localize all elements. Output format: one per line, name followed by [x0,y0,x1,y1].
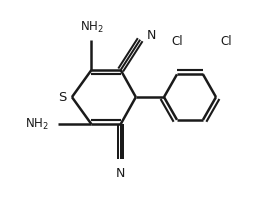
Text: NH$_2$: NH$_2$ [79,20,103,35]
Text: N: N [116,167,125,181]
Text: N: N [147,29,156,42]
Text: Cl: Cl [171,35,183,48]
Text: Cl: Cl [220,35,232,48]
Text: NH$_2$: NH$_2$ [25,117,49,132]
Text: S: S [58,91,67,104]
